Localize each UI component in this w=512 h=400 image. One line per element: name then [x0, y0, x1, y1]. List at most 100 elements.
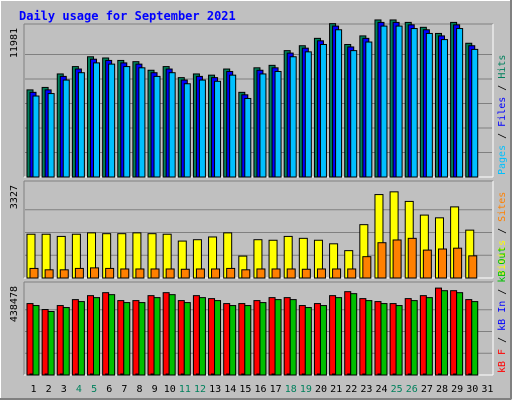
x-tick-label: 20	[315, 384, 327, 395]
x-tick-label: 6	[106, 384, 112, 395]
bar-kb-f	[344, 291, 352, 376]
bar-pages	[93, 62, 101, 178]
bar-kb-f	[162, 292, 170, 376]
bar-kb-out	[274, 299, 282, 376]
bar-sites	[377, 242, 387, 279]
x-tick-label: 28	[436, 384, 448, 395]
bar-pages	[380, 25, 388, 178]
bar-kb-f	[147, 295, 155, 376]
bar-kb-out	[153, 297, 161, 376]
bar-kb-f	[359, 298, 367, 376]
bar-kb-out	[183, 302, 191, 376]
bar-kb-out	[138, 302, 146, 376]
bar-sites	[135, 268, 145, 279]
bar-kb-out	[259, 302, 267, 376]
bar-kb-f	[192, 295, 200, 376]
bar-sites	[362, 256, 372, 279]
bar-kb-f	[434, 287, 442, 376]
side-label-hits: Hits	[497, 55, 508, 79]
x-tick-label: 8	[136, 384, 142, 395]
x-tick-label: 2	[46, 384, 52, 395]
bar-kb-out	[289, 299, 297, 376]
x-tick-label: 4	[76, 384, 82, 395]
x-tick-label: 1	[31, 384, 37, 395]
bar-kb-out	[123, 302, 131, 376]
bar-sites	[105, 267, 115, 279]
side-label-visits: Visits	[497, 240, 508, 276]
side-label-separator: /	[497, 222, 508, 240]
bar-kb-out	[319, 305, 327, 376]
bar-sites	[453, 247, 463, 279]
bar-pages	[471, 48, 479, 178]
bar-kb-f	[26, 303, 34, 376]
bar-sites	[407, 237, 417, 279]
bar-kb-f	[177, 300, 185, 376]
bar-pages	[229, 74, 237, 178]
bar-pages	[32, 95, 40, 178]
bar-sites	[120, 268, 130, 279]
panel-max-label-kbf: 438478	[9, 286, 20, 322]
bar-sites	[468, 255, 478, 279]
bar-kb-out	[456, 292, 464, 376]
bar-sites	[422, 249, 432, 279]
bar-kb-out	[335, 297, 343, 376]
bar-pages	[304, 51, 312, 178]
bar-sites	[316, 268, 326, 279]
bar-kb-out	[32, 305, 40, 376]
x-tick-label: 31	[481, 384, 493, 395]
bar-kb-f	[132, 300, 140, 376]
bar-kb-out	[47, 311, 55, 376]
bar-pages	[183, 83, 191, 178]
bar-kb-out	[365, 300, 373, 376]
x-tick-label: 27	[421, 384, 433, 395]
side-label-kb-in: kB In	[497, 301, 508, 331]
bar-kb-out	[410, 300, 418, 376]
bar-pages	[274, 70, 282, 178]
bar-sites	[226, 267, 236, 279]
bar-kb-out	[108, 294, 116, 376]
bar-kb-out	[350, 293, 358, 376]
bar-pages	[365, 41, 373, 178]
bar-kb-f	[117, 300, 125, 376]
bar-kb-f	[253, 300, 261, 376]
bar-sites	[211, 268, 221, 279]
bar-kb-out	[471, 301, 479, 376]
bar-kb-out	[93, 297, 101, 376]
bar-pages	[319, 43, 327, 178]
bar-kb-f	[208, 298, 216, 376]
bar-kb-out	[380, 303, 388, 376]
side-label-kb-out: kB Out	[497, 247, 508, 283]
x-tick-label: 3	[61, 384, 67, 395]
bar-kb-f	[419, 295, 427, 376]
bar-kb-out	[62, 307, 70, 376]
bar-pages	[244, 97, 252, 178]
panel-side-labels-kbf: kB F / kB In / kB Out	[497, 247, 508, 373]
bar-kb-f	[283, 297, 291, 376]
bar-pages	[153, 75, 161, 178]
bar-sites	[392, 239, 402, 279]
bar-kb-f	[268, 297, 276, 376]
bar-sites	[437, 248, 447, 279]
x-tick-label: 12	[194, 384, 206, 395]
bar-kb-out	[304, 307, 312, 376]
bar-kb-f	[313, 303, 321, 376]
chart-title: Daily usage for September 2021	[19, 9, 236, 23]
bar-pages	[168, 72, 176, 178]
bar-sites	[271, 268, 281, 279]
bar-pages	[456, 28, 464, 178]
bar-kb-out	[77, 301, 85, 376]
side-label-pages: Pages	[497, 145, 508, 175]
x-tick-label: 23	[360, 384, 372, 395]
bar-kb-out	[425, 297, 433, 376]
bar-sites	[165, 268, 175, 279]
bar-kb-out	[214, 300, 222, 376]
bar-sites	[44, 269, 54, 279]
panels-layer: 11981 Pages / Files / Hits 3327 Visits / Si…	[9, 19, 508, 376]
bar-kb-out	[229, 305, 237, 376]
bar-sites	[332, 268, 342, 279]
bar-kb-f	[102, 292, 110, 376]
bar-pages	[47, 93, 55, 178]
bar-kb-f	[238, 303, 246, 376]
side-label-files: Files	[497, 97, 508, 127]
bar-kb-out	[440, 290, 448, 376]
